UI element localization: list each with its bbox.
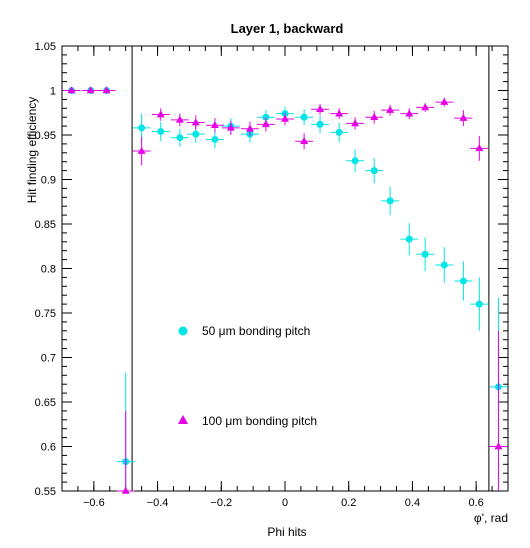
series-50um xyxy=(62,87,508,491)
data-point xyxy=(261,120,270,128)
data-point xyxy=(157,127,165,135)
data-point xyxy=(211,135,219,143)
chart-title: Layer 1, backward xyxy=(231,21,344,36)
x-corner-label: φ', rad xyxy=(474,511,508,525)
data-point xyxy=(86,86,95,94)
data-point xyxy=(156,110,165,118)
data-point xyxy=(102,86,111,94)
data-point xyxy=(421,103,430,111)
legend-marker-100um xyxy=(178,415,188,424)
data-point xyxy=(440,261,448,269)
data-point xyxy=(191,118,200,126)
x-axis-label: Phi hits xyxy=(267,525,306,539)
data-marks xyxy=(62,86,508,494)
data-point xyxy=(335,109,344,117)
legend-label-50um: 50 μm bonding pitch xyxy=(202,324,310,338)
y-tick-label: 0.8 xyxy=(41,264,56,276)
data-point xyxy=(459,277,467,285)
data-point xyxy=(440,97,449,105)
data-point xyxy=(192,130,200,138)
x-tick-label: 0 xyxy=(282,497,288,509)
data-point xyxy=(386,197,394,205)
y-tick-label: 0.6 xyxy=(41,442,56,454)
y-tick-label: 0.75 xyxy=(35,308,56,320)
data-point xyxy=(281,114,289,122)
data-point xyxy=(421,250,429,258)
data-point xyxy=(405,235,413,243)
data-point xyxy=(405,109,414,117)
y-tick-label: 0.95 xyxy=(35,130,56,142)
data-point xyxy=(300,137,309,145)
data-point xyxy=(316,104,325,112)
data-point xyxy=(316,120,324,128)
legend: 50 μm bonding pitch 100 μm bonding pitch xyxy=(178,324,317,428)
data-point xyxy=(351,119,360,127)
data-point xyxy=(176,134,184,142)
y-tick-label: 0.85 xyxy=(35,219,56,231)
y-tick-label: 0.7 xyxy=(41,353,56,365)
x-tick-label: −0.4 xyxy=(147,497,169,509)
data-point xyxy=(210,121,219,129)
axes: 0.55 0.6 0.65 0.7 0.75 0.8 0.85 0.9 0.95 1 1.05 −0.… xyxy=(35,41,509,509)
series-100um xyxy=(62,86,508,494)
data-point xyxy=(351,157,359,165)
data-point xyxy=(175,115,184,123)
data-point xyxy=(370,113,379,120)
data-point xyxy=(300,113,308,121)
data-point xyxy=(475,300,483,308)
data-point xyxy=(475,144,484,152)
data-point xyxy=(245,124,254,132)
data-point xyxy=(386,105,395,113)
data-point xyxy=(335,128,343,136)
data-point xyxy=(459,113,468,121)
data-point xyxy=(494,442,503,450)
legend-label-100um: 100 μm bonding pitch xyxy=(202,414,317,428)
y-tick-label: 0.55 xyxy=(35,486,56,498)
data-point xyxy=(137,146,146,154)
y-tick-label: 0.9 xyxy=(41,175,56,187)
x-tick-label: 0.4 xyxy=(405,497,420,509)
y-tick-label: 1.05 xyxy=(35,41,56,53)
x-tick-label: 0.2 xyxy=(341,497,356,509)
data-point xyxy=(138,124,146,132)
data-point xyxy=(370,167,378,175)
data-point xyxy=(121,486,130,494)
x-tick-label: −0.2 xyxy=(210,497,232,509)
y-axis-label: Hit finding efficiency xyxy=(25,97,39,204)
y-tick-label: 0.65 xyxy=(35,397,56,409)
y-tick-label: 1 xyxy=(50,86,56,98)
data-point xyxy=(67,86,76,94)
x-tick-label: −0.6 xyxy=(83,497,105,509)
data-point xyxy=(226,123,235,131)
legend-marker-50um xyxy=(178,326,188,336)
x-tick-label: 0.6 xyxy=(468,497,483,509)
